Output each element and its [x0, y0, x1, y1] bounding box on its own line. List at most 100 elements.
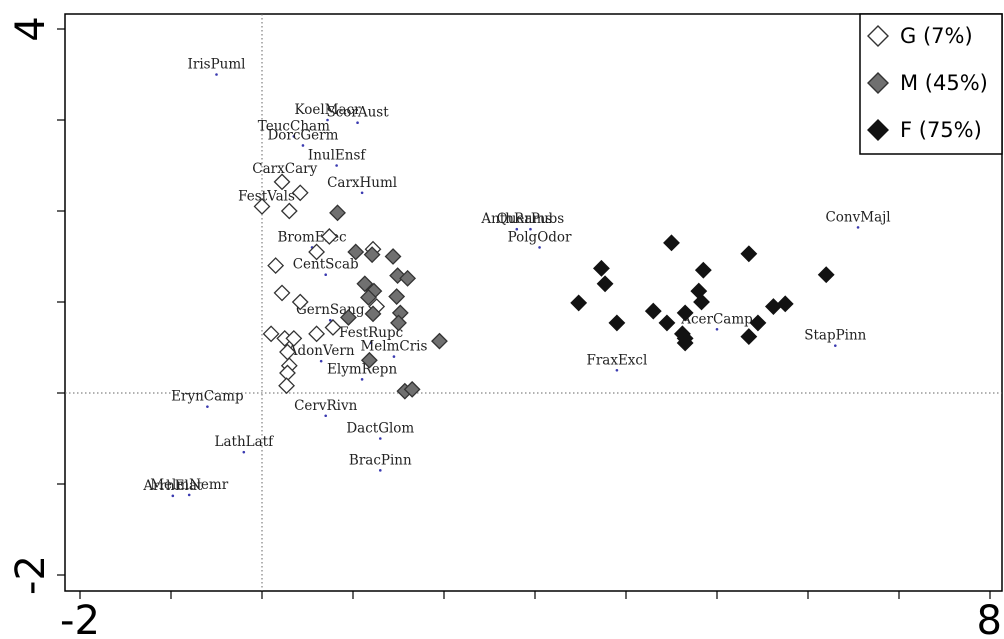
reference-lines	[65, 14, 1002, 591]
species-point	[215, 73, 218, 76]
x-tick-label: -2	[60, 598, 100, 639]
species-label: AdonVern	[287, 343, 355, 359]
species-point	[369, 341, 373, 345]
species-label: DorcGerm	[267, 127, 338, 143]
sample-marker-m	[399, 269, 417, 287]
species-label: ErynCamp	[171, 389, 243, 405]
sample-marker-m	[363, 246, 381, 264]
species-point	[335, 164, 338, 167]
sample-marker-f	[676, 334, 694, 352]
species-label: ConvMajl	[825, 209, 890, 225]
sample-marker-f	[596, 275, 614, 293]
species-label: BracPinn	[349, 452, 412, 468]
species-point	[379, 437, 382, 440]
legend: G (7%) M (45%) F (75%)	[859, 13, 1003, 155]
sample-marker-m	[360, 289, 377, 306]
species-point	[392, 355, 396, 358]
axis-ticks: -2 8 4 -2	[8, 16, 1002, 639]
sample-marker-g	[324, 319, 342, 336]
sample-marker-f	[593, 259, 610, 277]
species-label: MelmCris	[360, 339, 427, 355]
sample-marker-g	[273, 284, 291, 302]
sample-marker-f	[740, 245, 758, 263]
sample-marker-m	[388, 288, 406, 305]
species-point	[324, 414, 328, 418]
species-point	[328, 318, 332, 322]
species-point	[319, 359, 323, 363]
sample-marker-f	[676, 304, 694, 322]
species-label: KoelMacr	[294, 102, 361, 118]
species-label: IrisPuml	[188, 57, 246, 73]
sample-marker-m	[356, 275, 374, 293]
species-label: StapPinn	[804, 328, 866, 344]
sample-marker-g	[291, 293, 309, 311]
sample-marker-g	[320, 228, 338, 245]
sample-marker-g	[285, 329, 303, 347]
sample-marker-g	[253, 198, 271, 215]
sample-marker-f	[693, 293, 710, 311]
sample-marker-g	[280, 202, 298, 220]
sample-marker-f	[776, 295, 794, 313]
species-label: TeucCham	[258, 118, 330, 134]
legend-label-g: G (7%)	[900, 24, 973, 48]
species-point	[242, 450, 246, 454]
species-label: ArrhElat	[142, 478, 203, 494]
species-labels: IrisPuml KoelMacrScorAustTeucChamDorcGerm…	[142, 57, 891, 498]
species-point	[326, 118, 329, 122]
y-tick-label: 4	[8, 16, 54, 41]
species-label: FestRupc	[339, 325, 403, 341]
legend-label-m: M (45%)	[900, 71, 988, 95]
legend-marker-g	[867, 25, 889, 47]
species-label: CarxCary	[252, 161, 317, 177]
species-label: PolgOdor	[508, 229, 572, 245]
sample-markers	[253, 173, 835, 400]
legend-label-f: F (75%)	[900, 118, 982, 142]
sample-marker-f	[658, 314, 676, 332]
sample-marker-f	[644, 302, 662, 320]
species-point	[856, 226, 860, 229]
species-point	[538, 246, 541, 249]
sample-marker-f	[765, 298, 782, 315]
sample-marker-f	[663, 234, 680, 252]
legend-marker-m	[867, 72, 889, 94]
species-point	[529, 227, 532, 231]
species-label: ScorAust	[326, 105, 389, 121]
species-label: FraxExcl	[586, 352, 647, 368]
sample-marker-f	[817, 266, 835, 284]
species-label: ElymRepn	[327, 361, 397, 377]
species-point	[379, 469, 382, 472]
sample-marker-m	[329, 204, 346, 222]
species-label: CervRivn	[294, 398, 358, 414]
sample-marker-m	[360, 351, 378, 369]
species-point	[206, 405, 209, 408]
legend-marker-f	[867, 119, 889, 141]
sample-marker-f	[608, 314, 626, 332]
species-label: AcerCamp	[680, 311, 753, 327]
species-point	[356, 121, 359, 125]
species-label: DactGlom	[346, 421, 414, 437]
sample-marker-g	[308, 325, 326, 343]
sample-marker-f	[740, 328, 758, 345]
sample-marker-m	[340, 309, 357, 326]
sample-marker-g	[267, 257, 285, 275]
species-label: AnthRams	[480, 211, 552, 227]
sample-marker-f	[749, 314, 767, 332]
sample-marker-g	[273, 173, 291, 191]
species-point	[292, 135, 296, 138]
species-point	[360, 191, 364, 195]
sample-marker-m	[431, 332, 448, 350]
species-label: LathLatf	[215, 434, 275, 450]
species-point	[515, 227, 519, 231]
sample-marker-g	[291, 184, 309, 202]
sample-marker-m	[364, 305, 382, 323]
species-point	[187, 493, 191, 497]
species-point	[360, 378, 364, 381]
species-label: CarxHuml	[327, 175, 397, 191]
species-point	[324, 273, 328, 277]
species-point	[615, 368, 619, 372]
species-label: MelmNemr	[150, 477, 229, 493]
x-tick-label: 8	[977, 598, 1002, 639]
y-tick-label: -2	[8, 555, 54, 595]
sample-marker-m	[384, 248, 402, 265]
